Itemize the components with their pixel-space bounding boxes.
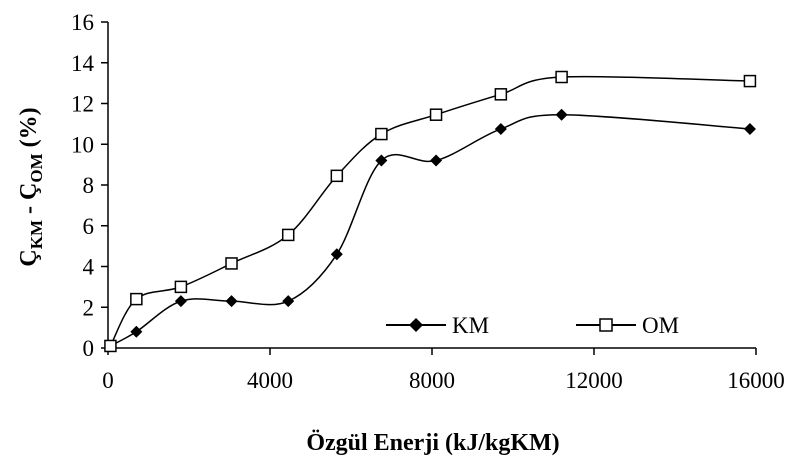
series-km bbox=[104, 108, 756, 352]
data-point-km bbox=[282, 295, 295, 308]
data-point-om bbox=[130, 292, 143, 306]
data-point-om bbox=[555, 70, 568, 84]
y-tick-label: 6 bbox=[83, 214, 95, 239]
legend-om-marker bbox=[599, 318, 613, 332]
x-tick-label: 12000 bbox=[565, 368, 623, 393]
data-point-km bbox=[174, 295, 187, 308]
data-point-km bbox=[225, 295, 238, 308]
legend-om-label: OM bbox=[642, 313, 679, 338]
y-tick-label: 10 bbox=[71, 132, 94, 157]
series-om bbox=[104, 70, 757, 353]
legend: KM OM bbox=[386, 313, 679, 338]
data-point-om bbox=[225, 257, 238, 270]
data-point-km bbox=[494, 122, 507, 135]
legend-km-label: KM bbox=[452, 313, 489, 338]
data-point-om bbox=[174, 280, 188, 294]
data-point-om bbox=[104, 339, 117, 353]
y-tick-label: 12 bbox=[71, 92, 94, 117]
y-tick-label: 14 bbox=[71, 51, 95, 76]
x-axis-title: Özgül Enerji (kJ/kgKM) bbox=[306, 430, 559, 456]
x-tick-label: 16000 bbox=[727, 368, 785, 393]
data-point-om bbox=[494, 88, 508, 101]
y-tick-label: 0 bbox=[83, 336, 95, 361]
series-line-km bbox=[110, 113, 750, 347]
y-tick-label: 4 bbox=[83, 255, 95, 280]
data-point-km bbox=[430, 154, 443, 167]
data-point-km bbox=[130, 325, 143, 338]
y-axis-title: ÇKM - ÇOM (%) bbox=[16, 107, 46, 266]
data-point-om bbox=[281, 228, 295, 242]
x-tick-label: 8000 bbox=[409, 368, 455, 393]
data-point-om bbox=[429, 108, 443, 121]
data-point-om bbox=[743, 74, 757, 88]
x-tick-label: 4000 bbox=[247, 368, 293, 393]
data-point-km bbox=[330, 248, 343, 261]
y-tick-label: 16 bbox=[71, 10, 94, 35]
x-tick-label: 0 bbox=[102, 368, 114, 393]
data-point-om bbox=[330, 169, 344, 183]
data-point-km bbox=[375, 154, 388, 167]
series-layer bbox=[104, 70, 757, 353]
axes: 0 2 4 6 8 10 12 14 16 0 4000 8000 12000 16000 bbox=[71, 10, 785, 393]
data-point-om bbox=[375, 127, 388, 141]
data-point-km bbox=[743, 122, 756, 135]
y-tick-label: 8 bbox=[83, 173, 95, 198]
y-tick-label: 2 bbox=[83, 295, 95, 320]
data-point-km bbox=[555, 108, 568, 121]
legend-km-marker bbox=[409, 318, 423, 332]
